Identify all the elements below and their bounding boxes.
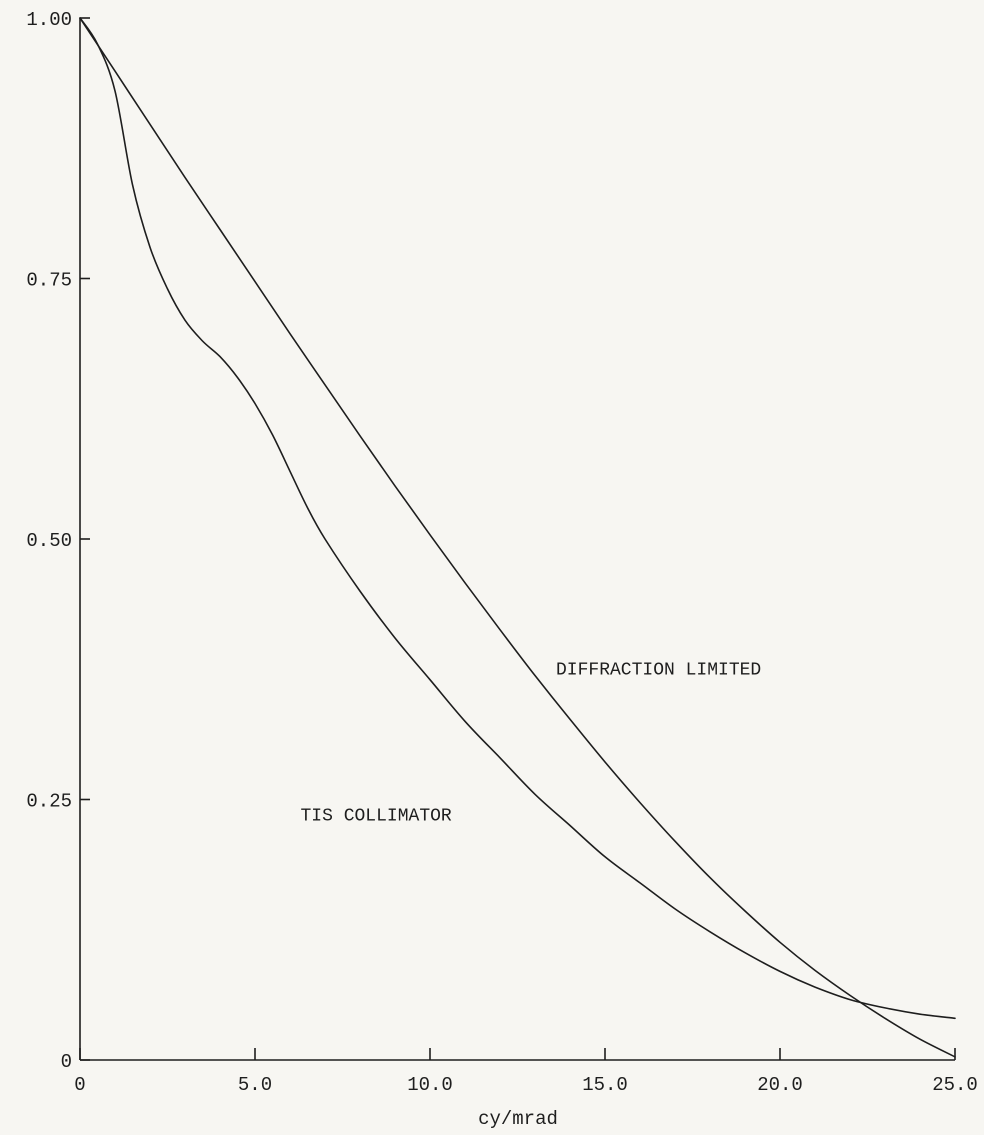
x-tick-label: 25.0 [932, 1074, 978, 1096]
series-layer [79, 17, 956, 1058]
y-tick-label: 0.25 [26, 791, 72, 813]
y-tick-label: 0.50 [26, 530, 72, 552]
series-label-tis-collimator: TIS COLLIMATOR [301, 806, 452, 826]
x-tick-label: 15.0 [582, 1074, 628, 1096]
y-ticks: 0 0.25 0.50 0.75 1.00 [26, 9, 90, 1073]
y-tick-label: 0.75 [26, 270, 72, 292]
series-line-diffraction-limited [79, 17, 956, 1058]
axes [79, 18, 955, 1061]
x-ticks: 0 5.0 10.0 15.0 20.0 25.0 [74, 1048, 978, 1096]
x-axis-title: cy/mrad [478, 1108, 558, 1130]
y-tick-label: 1.00 [26, 9, 72, 31]
x-tick-label: 5.0 [238, 1074, 272, 1096]
x-tick-label: 10.0 [407, 1074, 453, 1096]
series-label-diffraction-limited: DIFFRACTION LIMITED [556, 660, 761, 680]
x-tick-label: 20.0 [757, 1074, 803, 1096]
series-line-tis-collimator [79, 17, 956, 1020]
y-tick-label: 0 [61, 1051, 72, 1073]
curve-labels: DIFFRACTION LIMITED TIS COLLIMATOR [301, 660, 762, 826]
x-tick-label: 0 [74, 1074, 85, 1096]
